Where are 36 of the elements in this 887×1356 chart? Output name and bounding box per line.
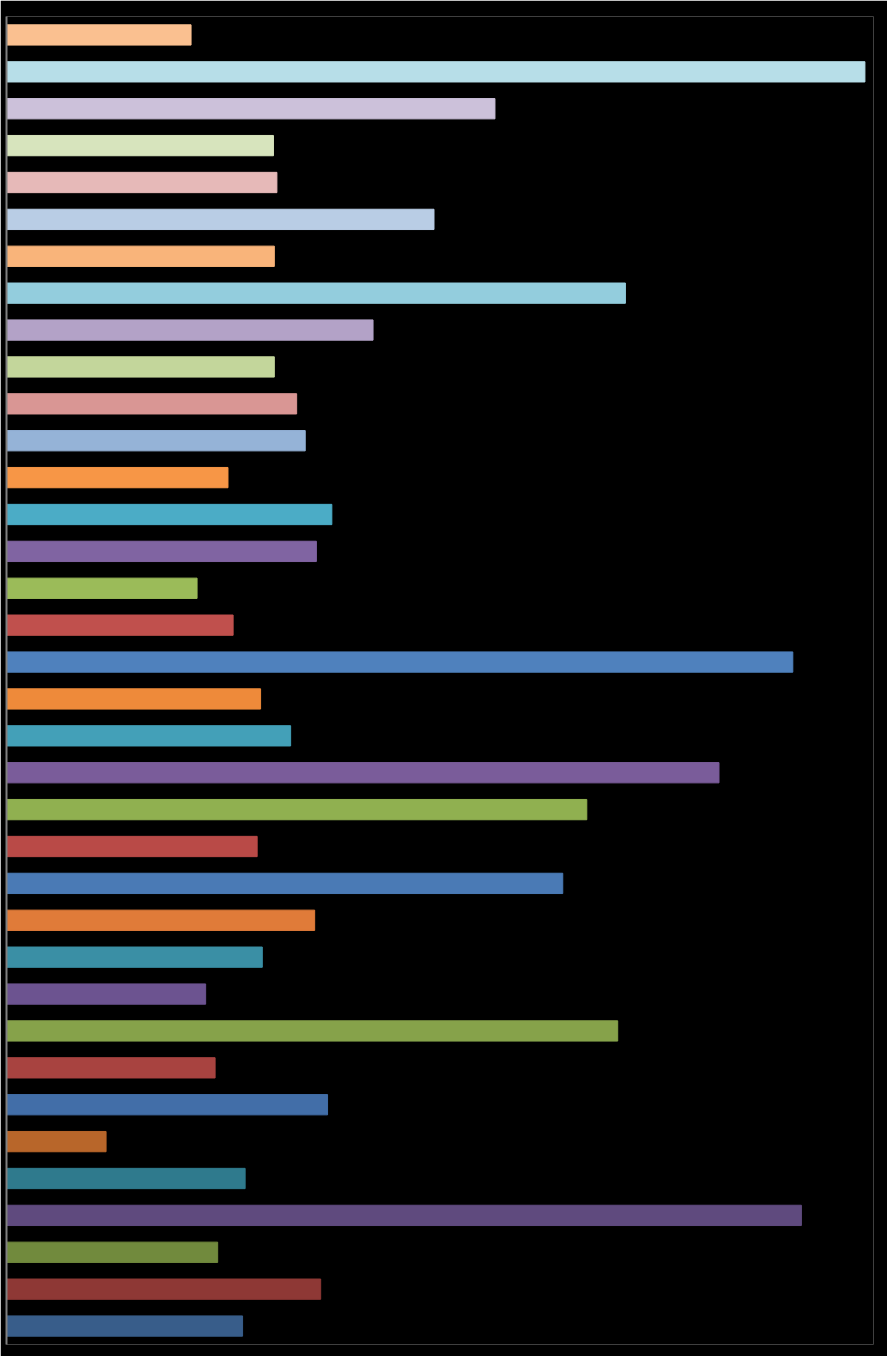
bar bbox=[6, 208, 435, 231]
bar bbox=[6, 1315, 244, 1337]
bar bbox=[6, 798, 588, 821]
bar bbox=[6, 577, 198, 599]
bar bbox=[6, 1130, 107, 1153]
bar bbox=[6, 1094, 329, 1116]
bar bbox=[6, 688, 262, 710]
bar bbox=[6, 983, 207, 1005]
bar bbox=[6, 872, 564, 895]
bar bbox=[6, 319, 374, 341]
bar bbox=[6, 762, 720, 784]
bar bbox=[6, 909, 316, 931]
bar bbox=[6, 835, 258, 858]
bar bbox=[6, 171, 278, 194]
bar bbox=[6, 1020, 619, 1042]
bar bbox=[6, 134, 274, 157]
bar bbox=[6, 725, 292, 747]
bar bbox=[6, 1278, 322, 1300]
bar bbox=[6, 430, 306, 452]
bar bbox=[6, 503, 333, 526]
bar bbox=[6, 98, 496, 120]
bar bbox=[6, 61, 866, 83]
bar bbox=[6, 1204, 802, 1227]
bar bbox=[6, 24, 192, 46]
bar bbox=[6, 282, 626, 304]
bar bbox=[6, 1241, 219, 1263]
bar bbox=[6, 946, 263, 968]
bar bbox=[6, 651, 794, 673]
bar bbox=[6, 356, 275, 378]
bar bbox=[6, 1167, 246, 1190]
bar bbox=[6, 614, 234, 636]
bar bbox=[6, 466, 229, 489]
bar bbox=[6, 393, 298, 415]
bar bbox=[6, 1057, 216, 1079]
bar bbox=[6, 245, 275, 267]
bar bbox=[6, 540, 317, 563]
